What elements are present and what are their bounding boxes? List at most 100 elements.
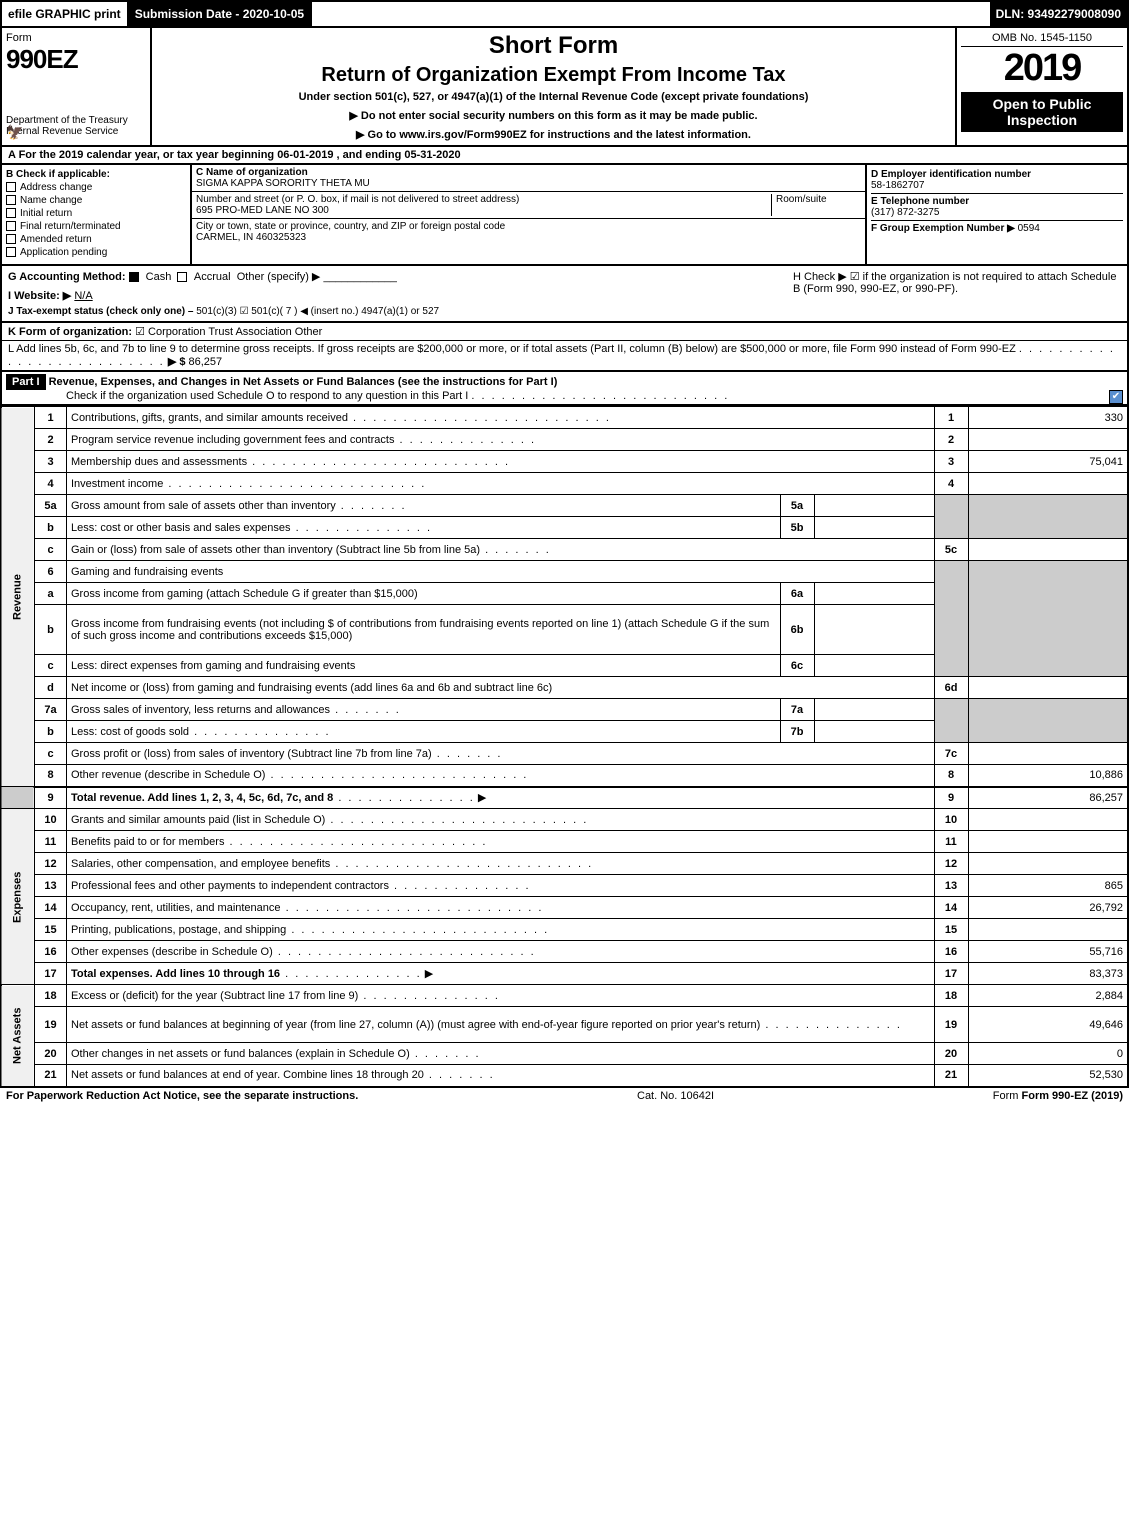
chk-label: Final return/terminated: [20, 221, 121, 232]
city-label: City or town, state or province, country…: [196, 221, 505, 232]
ln-desc: Gross amount from sale of assets other t…: [71, 500, 407, 512]
ln-ref: 17: [934, 963, 968, 985]
chk-final-return[interactable]: Final return/terminated: [6, 221, 186, 232]
ln-desc: Printing, publications, postage, and shi…: [71, 924, 549, 936]
ln-num: c: [35, 743, 67, 765]
ln-ref: 16: [934, 941, 968, 963]
sub-label: 6b: [780, 605, 814, 655]
ln-desc: Gain or (loss) from sale of assets other…: [71, 544, 551, 556]
table-row: Net Assets 18 Excess or (deficit) for th…: [1, 985, 1128, 1007]
ln-num: c: [35, 539, 67, 561]
open-to-public: Open to Public Inspection: [961, 92, 1123, 132]
ln-val: [968, 429, 1128, 451]
ln-val: [968, 809, 1128, 831]
table-row: 6 Gaming and fundraising events: [1, 561, 1128, 583]
ln-num: 11: [35, 831, 67, 853]
ln-num: 20: [35, 1043, 67, 1065]
table-row: 3 Membership dues and assessments 3 75,0…: [1, 451, 1128, 473]
omb-number: OMB No. 1545-1150: [961, 32, 1123, 47]
ln-num: 16: [35, 941, 67, 963]
ln-num: 8: [35, 765, 67, 787]
part1-checkbox[interactable]: ✔: [1109, 390, 1123, 404]
ln-desc: Program service revenue including govern…: [71, 434, 536, 446]
ln-desc: Contributions, gifts, grants, and simila…: [71, 412, 611, 424]
ssn-warning: ▶ Do not enter social security numbers o…: [160, 109, 947, 122]
column-def: D Employer identification number 58-1862…: [867, 165, 1127, 264]
ledger-table: Revenue 1 Contributions, gifts, grants, …: [0, 406, 1129, 1088]
table-row: 12 Salaries, other compensation, and emp…: [1, 853, 1128, 875]
ln-num: 9: [35, 787, 67, 809]
h-schedule-b: H Check ▶ ☑ if the organization is not r…: [787, 266, 1127, 321]
goto-link[interactable]: ▶ Go to www.irs.gov/Form990EZ for instru…: [160, 128, 947, 141]
ln-ref: 12: [934, 853, 968, 875]
chk-application-pending[interactable]: Application pending: [6, 247, 186, 258]
ln-desc: Other changes in net assets or fund bala…: [71, 1048, 481, 1060]
ln-desc: Less: cost of goods sold: [71, 726, 331, 738]
header-mid: Short Form Return of Organization Exempt…: [152, 28, 957, 145]
chk-cash[interactable]: [129, 272, 139, 282]
ln-num: 6: [35, 561, 67, 583]
ln-num: 4: [35, 473, 67, 495]
ln-num: 10: [35, 809, 67, 831]
other-label: Other (specify) ▶: [237, 271, 321, 283]
sub-label: 7a: [780, 699, 814, 721]
table-row: Revenue 1 Contributions, gifts, grants, …: [1, 407, 1128, 429]
ln-desc: Gross profit or (loss) from sales of inv…: [71, 748, 502, 760]
table-row: 14 Occupancy, rent, utilities, and maint…: [1, 897, 1128, 919]
ln-num: 5a: [35, 495, 67, 517]
ln-desc: Professional fees and other payments to …: [71, 880, 531, 892]
l-arrow: ▶ $: [168, 356, 186, 368]
side-spacer: [1, 787, 35, 809]
ln-num: b: [35, 517, 67, 539]
ln-ref: 20: [934, 1043, 968, 1065]
ln-desc: Total revenue. Add lines 1, 2, 3, 4, 5c,…: [71, 792, 333, 804]
website-label: I Website: ▶: [8, 290, 71, 302]
table-row: 7a Gross sales of inventory, less return…: [1, 699, 1128, 721]
efile-label[interactable]: efile GRAPHIC print: [2, 2, 129, 26]
chk-accrual[interactable]: [177, 272, 187, 282]
table-row: c Gross profit or (loss) from sales of i…: [1, 743, 1128, 765]
table-row: 21 Net assets or fund balances at end of…: [1, 1065, 1128, 1087]
phone-row: E Telephone number (317) 872-3275: [871, 194, 1123, 221]
form-number: 990EZ: [6, 44, 146, 75]
org-name: SIGMA KAPPA SORORITY THETA MU: [196, 178, 370, 189]
c-label: C Name of organization: [196, 167, 308, 178]
ln-val: 2,884: [968, 985, 1128, 1007]
ln-ref: 6d: [934, 677, 968, 699]
form-no-bold: Form 990-EZ (2019): [1022, 1090, 1123, 1102]
j-label: J Tax-exempt status (check only one) –: [8, 306, 193, 317]
l-amount: 86,257: [189, 356, 223, 368]
phone-value: (317) 872-3275: [871, 207, 939, 218]
table-row: Expenses 10 Grants and similar amounts p…: [1, 809, 1128, 831]
return-title: Return of Organization Exempt From Incom…: [160, 64, 947, 87]
chk-label: Initial return: [20, 208, 72, 219]
chk-initial-return[interactable]: Initial return: [6, 208, 186, 219]
ln-ref: 2: [934, 429, 968, 451]
section-a-taxyear: A For the 2019 calendar year, or tax yea…: [0, 147, 1129, 165]
ln-val: 26,792: [968, 897, 1128, 919]
grey-cell: [934, 699, 968, 743]
table-row: 17 Total expenses. Add lines 10 through …: [1, 963, 1128, 985]
l-text: L Add lines 5b, 6c, and 7b to line 9 to …: [8, 343, 1016, 355]
ln-ref: 5c: [934, 539, 968, 561]
l-row: L Add lines 5b, 6c, and 7b to line 9 to …: [0, 341, 1129, 372]
ln-val: 49,646: [968, 1007, 1128, 1043]
ln-val: 10,886: [968, 765, 1128, 787]
ln-val: 865: [968, 875, 1128, 897]
chk-amended-return[interactable]: Amended return: [6, 234, 186, 245]
sub-val: [814, 605, 934, 655]
ln-val: 83,373: [968, 963, 1128, 985]
ln-ref: 7c: [934, 743, 968, 765]
part1-badge: Part I: [6, 374, 46, 390]
ln-num: 15: [35, 919, 67, 941]
chk-name-change[interactable]: Name change: [6, 195, 186, 206]
part1-title: Revenue, Expenses, and Changes in Net As…: [49, 376, 558, 388]
short-form-title: Short Form: [160, 32, 947, 60]
website-value: N/A: [74, 290, 92, 302]
ln-num: a: [35, 583, 67, 605]
ln-val: 52,530: [968, 1065, 1128, 1087]
chk-address-change[interactable]: Address change: [6, 182, 186, 193]
g-label: G Accounting Method:: [8, 271, 126, 283]
ln-ref: 8: [934, 765, 968, 787]
ein-row: D Employer identification number 58-1862…: [871, 167, 1123, 194]
